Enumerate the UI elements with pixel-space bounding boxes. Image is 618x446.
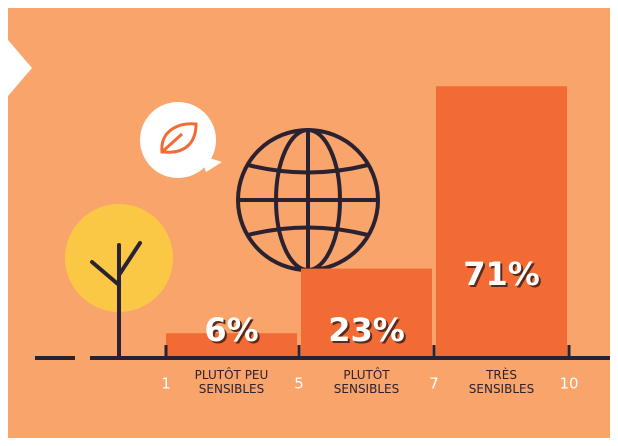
boundary-label: 1 [161, 375, 171, 393]
value-label: 23% [328, 311, 405, 349]
category-label: TRÈS SENSIBLES [456, 368, 548, 396]
boundary-label: 7 [429, 375, 439, 393]
boundary-label: 10 [559, 375, 578, 393]
boundary-label: 5 [294, 375, 304, 393]
value-label: 71% [463, 255, 540, 293]
category-label: PLUTÔT PEU SENSIBLES [186, 368, 278, 396]
value-label: 6% [204, 311, 258, 349]
globe [238, 130, 378, 270]
bar [436, 86, 567, 356]
category-label: PLUTÔT SENSIBLES [321, 368, 413, 396]
infographic: 6%6%23%23%71%71%15710 PLUTÔT PEU SENSIBL… [0, 0, 618, 446]
